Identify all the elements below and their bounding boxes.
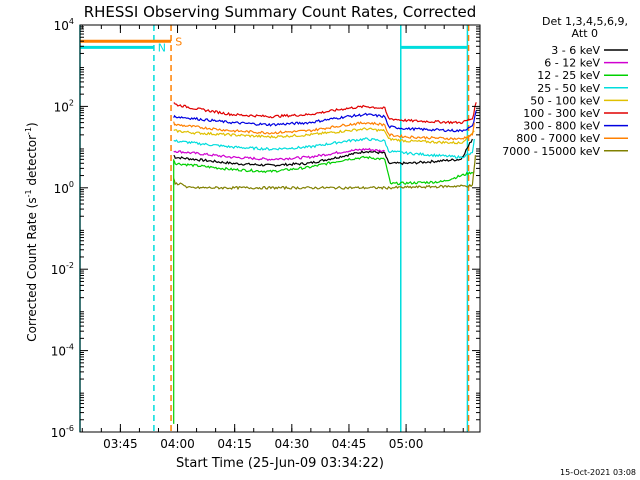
legend-label: 12 - 25 keV [537, 69, 600, 82]
legend-label: 300 - 800 keV [523, 120, 600, 133]
x-tick-label: 04:00 [160, 437, 195, 451]
plot-frame [79, 24, 481, 433]
y-axis-label: Corrected Count Rate (s-1 detector-1) [24, 122, 39, 341]
annotation-s: S [175, 35, 182, 48]
legend-label: 50 - 100 keV [530, 94, 600, 107]
x-axis-label: Start Time (25-Jun-09 03:34:22) [176, 456, 384, 471]
series-line-8 [173, 155, 476, 191]
y-tick-label: 10-4 [51, 343, 74, 359]
x-tick-label: 03:45 [103, 437, 138, 451]
x-tick-label: 04:30 [275, 437, 310, 451]
series-line-4 [173, 127, 475, 145]
series-line-1 [173, 147, 386, 162]
legend-label: 3 - 6 keV [551, 44, 600, 57]
series-line-6 [173, 110, 477, 133]
legend-label: 6 - 12 keV [544, 57, 600, 70]
series-line-5 [173, 102, 477, 125]
legend-header-line-2: Att 0 [572, 27, 598, 40]
series-line-7 [173, 121, 475, 141]
legend-label: 25 - 50 keV [537, 82, 600, 95]
legend-label: 7000 - 15000 keV [502, 145, 600, 158]
series-line-2 [173, 155, 475, 186]
legend-header-line-1: Det 1,3,4,5,6,9, [542, 15, 628, 28]
legend-label: 800 - 7000 keV [516, 132, 600, 145]
annotation-n: N [158, 41, 166, 54]
chart-title: RHESSI Observing Summary Count Rates, Co… [84, 3, 477, 21]
timestamp: 15-Oct-2021 03:08 [560, 468, 636, 477]
y-tick-label: 102 [54, 98, 74, 114]
y-tick-label: 10-6 [51, 424, 74, 440]
series-line-3 [173, 137, 475, 159]
y-tick-label: 10-2 [51, 261, 74, 277]
x-tick-label: 04:45 [332, 437, 367, 451]
x-tick-label: 04:15 [217, 437, 252, 451]
legend-label: 100 - 300 keV [523, 107, 600, 120]
series-line-0 [173, 138, 473, 168]
y-tick-label: 100 [54, 180, 74, 196]
y-tick-label: 104 [54, 17, 74, 33]
x-tick-label: 05:00 [389, 437, 424, 451]
